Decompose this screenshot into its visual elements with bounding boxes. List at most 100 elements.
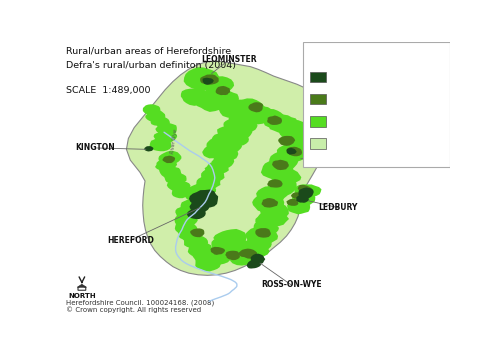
Polygon shape <box>196 176 220 189</box>
Polygon shape <box>192 250 220 264</box>
Polygon shape <box>174 214 198 228</box>
Polygon shape <box>189 189 218 209</box>
Polygon shape <box>248 102 263 112</box>
Polygon shape <box>292 192 316 206</box>
Polygon shape <box>143 104 160 115</box>
Text: Rural/urban areas of Herefordshire: Rural/urban areas of Herefordshire <box>66 46 232 55</box>
Polygon shape <box>184 236 208 249</box>
Text: Herefordshire Council. 100024168. (2008): Herefordshire Council. 100024168. (2008) <box>66 299 214 306</box>
Polygon shape <box>282 127 311 148</box>
Polygon shape <box>200 74 218 85</box>
Polygon shape <box>298 188 314 199</box>
Polygon shape <box>212 237 240 252</box>
Polygon shape <box>260 109 286 127</box>
Text: ROSS-ON-WYE: ROSS-ON-WYE <box>261 280 322 289</box>
Polygon shape <box>219 98 249 118</box>
Polygon shape <box>188 242 212 257</box>
Polygon shape <box>296 195 309 203</box>
Polygon shape <box>223 238 251 254</box>
Polygon shape <box>236 243 270 260</box>
Polygon shape <box>228 102 256 121</box>
Polygon shape <box>190 228 204 237</box>
Polygon shape <box>213 229 246 246</box>
Text: Urban: Urban <box>330 73 356 81</box>
Polygon shape <box>187 208 206 219</box>
FancyBboxPatch shape <box>310 138 326 149</box>
Text: Urban and rural areas with
Herefordshire: Urban and rural areas with Herefordshire <box>306 46 420 67</box>
Text: BROMYARD: BROMYARD <box>308 153 356 162</box>
Text: LEDBURY: LEDBURY <box>318 203 358 212</box>
Polygon shape <box>226 243 256 260</box>
Polygon shape <box>176 205 201 219</box>
Polygon shape <box>150 138 172 151</box>
Polygon shape <box>226 251 240 260</box>
Text: LEOMINSTER: LEOMINSTER <box>202 55 257 64</box>
Polygon shape <box>228 112 255 126</box>
Polygon shape <box>256 185 288 202</box>
Polygon shape <box>186 190 208 202</box>
Polygon shape <box>294 184 322 199</box>
Polygon shape <box>180 198 205 212</box>
Polygon shape <box>172 185 194 198</box>
Polygon shape <box>260 202 289 219</box>
Polygon shape <box>261 159 294 179</box>
Text: SCALE  1:489,000: SCALE 1:489,000 <box>66 86 151 95</box>
Polygon shape <box>268 114 301 133</box>
Polygon shape <box>210 91 239 108</box>
Polygon shape <box>256 228 271 238</box>
Polygon shape <box>192 91 226 112</box>
Polygon shape <box>285 138 314 154</box>
Polygon shape <box>267 115 282 125</box>
Polygon shape <box>278 136 295 146</box>
Polygon shape <box>189 183 216 197</box>
Text: Defra's rural/urban definiton (2004): Defra's rural/urban definiton (2004) <box>66 61 236 70</box>
Polygon shape <box>212 132 234 145</box>
Polygon shape <box>77 284 86 287</box>
Polygon shape <box>159 166 182 178</box>
Polygon shape <box>202 78 214 84</box>
Polygon shape <box>155 158 177 171</box>
Polygon shape <box>201 250 232 265</box>
Polygon shape <box>287 200 310 214</box>
Polygon shape <box>154 130 177 144</box>
Text: Rural Town: Rural Town <box>330 95 376 103</box>
Polygon shape <box>181 88 210 106</box>
Polygon shape <box>268 176 296 196</box>
Polygon shape <box>274 167 301 186</box>
Polygon shape <box>238 249 257 259</box>
Text: NORTH: NORTH <box>68 293 96 299</box>
Polygon shape <box>164 171 186 185</box>
Polygon shape <box>238 98 266 117</box>
Text: River Wye: River Wye <box>170 129 178 155</box>
Polygon shape <box>220 140 242 153</box>
Polygon shape <box>268 179 282 188</box>
Polygon shape <box>162 156 175 163</box>
Polygon shape <box>206 138 229 151</box>
Polygon shape <box>208 243 236 260</box>
Polygon shape <box>298 185 312 193</box>
FancyBboxPatch shape <box>310 116 326 126</box>
Polygon shape <box>286 147 302 156</box>
Polygon shape <box>78 285 86 290</box>
Polygon shape <box>276 143 308 162</box>
Polygon shape <box>233 119 258 132</box>
Polygon shape <box>244 106 276 125</box>
Polygon shape <box>184 67 220 91</box>
Polygon shape <box>246 227 278 245</box>
Text: © Crown copyright. All rights reserved: © Crown copyright. All rights reserved <box>66 307 202 313</box>
FancyBboxPatch shape <box>303 42 450 167</box>
Polygon shape <box>252 193 284 212</box>
Text: Rural Village: Rural Village <box>330 117 384 126</box>
Polygon shape <box>175 222 198 236</box>
Polygon shape <box>224 132 249 146</box>
Polygon shape <box>250 253 266 264</box>
Polygon shape <box>230 251 262 265</box>
Polygon shape <box>291 192 305 199</box>
Polygon shape <box>286 148 296 155</box>
Polygon shape <box>224 118 246 132</box>
Polygon shape <box>278 120 308 139</box>
Polygon shape <box>196 256 222 271</box>
Polygon shape <box>178 230 203 243</box>
Text: KINGTON: KINGTON <box>76 144 116 152</box>
Polygon shape <box>144 146 154 151</box>
